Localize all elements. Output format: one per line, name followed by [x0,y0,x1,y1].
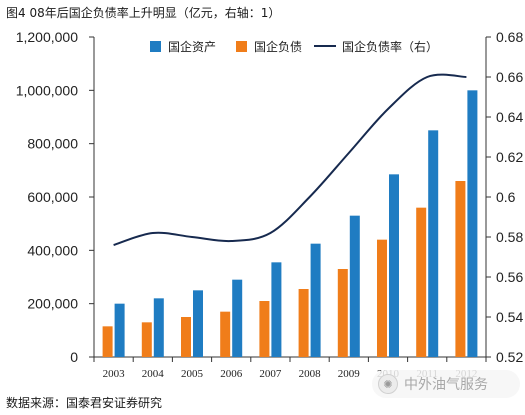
debt-bar [102,326,113,357]
assets-bar [193,290,203,357]
right-tick-label: 0.58 [496,229,523,245]
x-tick-label: 2006 [220,368,243,380]
assets-bar [467,90,478,357]
legend-assets-label: 国企资产 [168,39,216,54]
left-tick-label: 800,000 [27,136,78,152]
left-tick-label: 600,000 [27,189,78,205]
right-tick-label: 0.68 [496,29,523,45]
x-tick-label: 2008 [299,368,322,380]
right-tick-label: 0.52 [496,349,523,365]
debt-ratio-line [113,73,467,246]
debt-bar [220,311,231,357]
left-tick-label: 400,000 [27,242,78,258]
right-tick-label: 0.6 [496,189,516,205]
assets-bar [389,174,399,357]
left-tick-label: 200,000 [27,296,78,312]
x-tick-label: 2005 [181,368,204,380]
debt-bar [259,301,270,357]
legend-ratio-label: 国企负债率（右） [342,39,438,54]
right-tick-label: 0.62 [496,149,523,165]
debt-bar [455,181,466,357]
assets-bar [349,215,360,357]
assets-bar [271,262,282,357]
x-tick-label: 2007 [259,368,282,380]
debt-ratio-chart: 0 200,000 400,000 600,000 800,000 1,000,000 1,… [16,29,524,380]
x-tick-label: 2003 [103,368,126,380]
x-tick-label: 2009 [338,368,361,380]
left-tick-label: 1,000,000 [16,82,78,98]
assets-bar [153,298,164,357]
legend-debt-swatch [236,41,247,52]
debt-bar [141,322,152,357]
watermark-text: 中外油气服务 [404,377,488,393]
figure-title: 图4 08年后国企负债率上升明显（亿元，右轴：1） [6,6,281,20]
watermark: ✺ 中外油气服务 [372,370,520,398]
legend-assets-swatch [150,41,161,52]
assets-bar [310,243,321,357]
assets-bar [428,130,439,357]
debt-bar [377,239,387,357]
debt-bar [416,207,427,357]
right-tick-label: 0.64 [496,109,523,125]
chart-area: 0 200,000 400,000 600,000 800,000 1,000,000 1,… [0,18,525,390]
left-tick-label: 1,200,000 [16,29,78,45]
assets-bar [232,279,243,357]
debt-bar [337,269,348,357]
right-tick-label: 0.56 [496,269,523,285]
right-tick-label: 0.66 [496,69,523,85]
assets-bar [114,303,125,357]
left-tick-label: 0 [70,349,78,365]
globe-icon: ✺ [378,374,398,394]
right-tick-label: 0.54 [496,309,523,325]
x-tick-label: 2004 [142,368,165,380]
debt-bar [181,317,191,357]
debt-bar [298,289,309,357]
legend-debt-label: 国企负债 [254,39,302,54]
source-note: 数据来源：国泰君安证券研究 [6,396,163,410]
